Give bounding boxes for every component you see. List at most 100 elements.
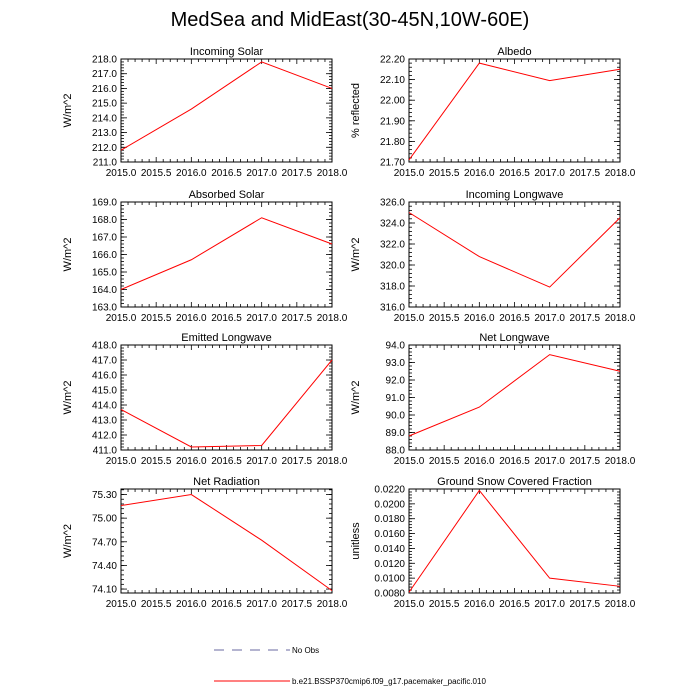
legend-label: No Obs xyxy=(292,646,319,655)
x-tick-label: 2015.5 xyxy=(429,599,460,610)
x-tick-label: 2018.0 xyxy=(317,599,348,610)
y-tick-label: 22.20 xyxy=(380,55,405,66)
plot-frame xyxy=(120,58,333,163)
x-tick-label: 2016.5 xyxy=(211,313,242,324)
x-tick-label: 2016.5 xyxy=(499,168,530,179)
panel-title: Incoming Longwave xyxy=(466,189,564,201)
y-tick-label: 91.0 xyxy=(386,393,406,404)
y-tick-label: 414.0 xyxy=(92,401,117,412)
x-tick-label: 2017.5 xyxy=(282,599,313,610)
x-tick-label: 2017.5 xyxy=(570,313,601,324)
y-tick-label: 21.90 xyxy=(380,116,405,127)
x-tick-label: 2015.0 xyxy=(106,313,137,324)
y-tick-label: 418.0 xyxy=(92,341,117,352)
y-tick-label: 167.0 xyxy=(92,233,117,244)
y-tick-label: 322.0 xyxy=(380,240,405,251)
y-tick-label: 215.0 xyxy=(92,99,117,110)
x-tick-label: 2016.0 xyxy=(176,456,207,467)
y-tick-label: 168.0 xyxy=(92,215,117,226)
y-axis-label: W/m^2 xyxy=(350,238,362,272)
x-tick-label: 2015.0 xyxy=(394,168,425,179)
x-tick-label: 2016.5 xyxy=(499,599,530,610)
panel-title: Absorbed Solar xyxy=(189,189,265,201)
y-tick-label: 413.0 xyxy=(92,416,117,427)
y-tick-label: 416.0 xyxy=(92,371,117,382)
x-tick-label: 2017.0 xyxy=(246,599,277,610)
x-tick-label: 2015.0 xyxy=(394,313,425,324)
legend-label: b.e21.BSSP370cmip6.f09_g17.pacemaker_pac… xyxy=(292,677,486,686)
x-tick-label: 2018.0 xyxy=(605,313,636,324)
y-tick-label: 88.0 xyxy=(386,446,406,457)
y-tick-label: 0.0200 xyxy=(374,499,405,510)
y-tick-label: 94.0 xyxy=(386,341,406,352)
y-tick-label: 21.70 xyxy=(380,158,405,169)
y-tick-label: 75.30 xyxy=(92,490,117,501)
plot-frame xyxy=(120,201,333,308)
y-tick-label: 21.80 xyxy=(380,137,405,148)
y-tick-label: 0.0140 xyxy=(374,544,405,555)
y-axis-label: W/m^2 xyxy=(62,524,74,558)
x-tick-label: 2015.5 xyxy=(429,456,460,467)
y-tick-label: 218.0 xyxy=(92,55,117,66)
panel-title: Ground Snow Covered Fraction xyxy=(437,476,592,488)
x-tick-label: 2018.0 xyxy=(605,456,636,467)
y-tick-label: 324.0 xyxy=(380,219,405,230)
x-tick-label: 2016.5 xyxy=(211,168,242,179)
series-line xyxy=(120,217,333,290)
y-tick-label: 163.0 xyxy=(92,303,117,314)
plot-frame xyxy=(120,344,333,451)
x-tick-label: 2016.5 xyxy=(499,456,530,467)
y-tick-label: 213.0 xyxy=(92,128,117,139)
x-tick-label: 2015.5 xyxy=(141,599,172,610)
y-tick-label: 214.0 xyxy=(92,113,117,124)
y-tick-label: 412.0 xyxy=(92,431,117,442)
y-axis-label: unitless xyxy=(350,522,362,560)
x-tick-label: 2015.0 xyxy=(394,599,425,610)
y-tick-label: 22.10 xyxy=(380,75,405,86)
panel-title: Emitted Longwave xyxy=(181,332,272,344)
y-tick-label: 164.0 xyxy=(92,285,117,296)
x-tick-label: 2015.5 xyxy=(141,456,172,467)
series-line xyxy=(408,354,621,437)
x-tick-label: 2016.5 xyxy=(211,599,242,610)
y-tick-label: 411.0 xyxy=(93,446,118,457)
series-line xyxy=(408,212,621,288)
panel-title: Albedo xyxy=(497,46,531,58)
panel-title: Incoming Solar xyxy=(190,46,264,58)
y-tick-label: 74.10 xyxy=(92,585,117,596)
x-tick-label: 2018.0 xyxy=(605,599,636,610)
y-axis-label: W/m^2 xyxy=(62,381,74,415)
y-tick-label: 0.0120 xyxy=(374,559,405,570)
x-tick-label: 2017.0 xyxy=(534,313,565,324)
x-tick-label: 2016.5 xyxy=(211,456,242,467)
series-line xyxy=(408,489,621,593)
y-tick-label: 165.0 xyxy=(92,268,117,279)
x-tick-label: 2015.0 xyxy=(106,599,137,610)
x-tick-label: 2017.0 xyxy=(246,168,277,179)
plot-frame xyxy=(408,488,621,594)
x-tick-label: 2016.0 xyxy=(464,313,495,324)
y-tick-label: 326.0 xyxy=(380,198,405,209)
x-tick-label: 2018.0 xyxy=(317,313,348,324)
y-tick-label: 0.0220 xyxy=(374,485,405,496)
x-tick-label: 2016.0 xyxy=(464,599,495,610)
y-tick-label: 318.0 xyxy=(380,282,405,293)
series-line xyxy=(120,61,333,151)
x-tick-label: 2015.5 xyxy=(141,168,172,179)
x-tick-label: 2017.0 xyxy=(246,313,277,324)
y-tick-label: 169.0 xyxy=(92,198,117,209)
y-tick-label: 92.0 xyxy=(386,376,406,387)
y-tick-label: 212.0 xyxy=(92,143,117,154)
figure-title: MedSea and MidEast(30-45N,10W-60E) xyxy=(170,9,530,31)
y-tick-label: 74.70 xyxy=(92,537,117,548)
series-line xyxy=(120,493,333,592)
x-tick-label: 2017.5 xyxy=(570,599,601,610)
y-tick-label: 320.0 xyxy=(380,261,405,272)
x-tick-label: 2016.0 xyxy=(176,168,207,179)
x-tick-label: 2017.5 xyxy=(570,456,601,467)
x-tick-label: 2015.0 xyxy=(106,168,137,179)
y-tick-label: 90.0 xyxy=(386,411,406,422)
x-tick-label: 2016.0 xyxy=(176,599,207,610)
series-line xyxy=(120,359,333,448)
y-tick-label: 417.0 xyxy=(92,356,117,367)
